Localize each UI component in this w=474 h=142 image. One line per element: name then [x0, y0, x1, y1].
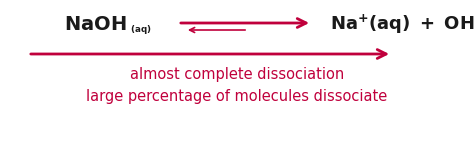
- Text: almost complete dissociation: almost complete dissociation: [130, 66, 344, 82]
- Text: $\mathbf{_{(aq)}}$: $\mathbf{_{(aq)}}$: [130, 22, 152, 36]
- Text: large percentage of molecules dissociate: large percentage of molecules dissociate: [86, 89, 388, 105]
- Text: $\mathbf{Na^{+}(aq)\ +\ OH^{-}(aq)}$: $\mathbf{Na^{+}(aq)\ +\ OH^{-}(aq)}$: [330, 12, 474, 36]
- Text: $\mathbf{NaOH}$: $\mathbf{NaOH}$: [64, 14, 126, 34]
